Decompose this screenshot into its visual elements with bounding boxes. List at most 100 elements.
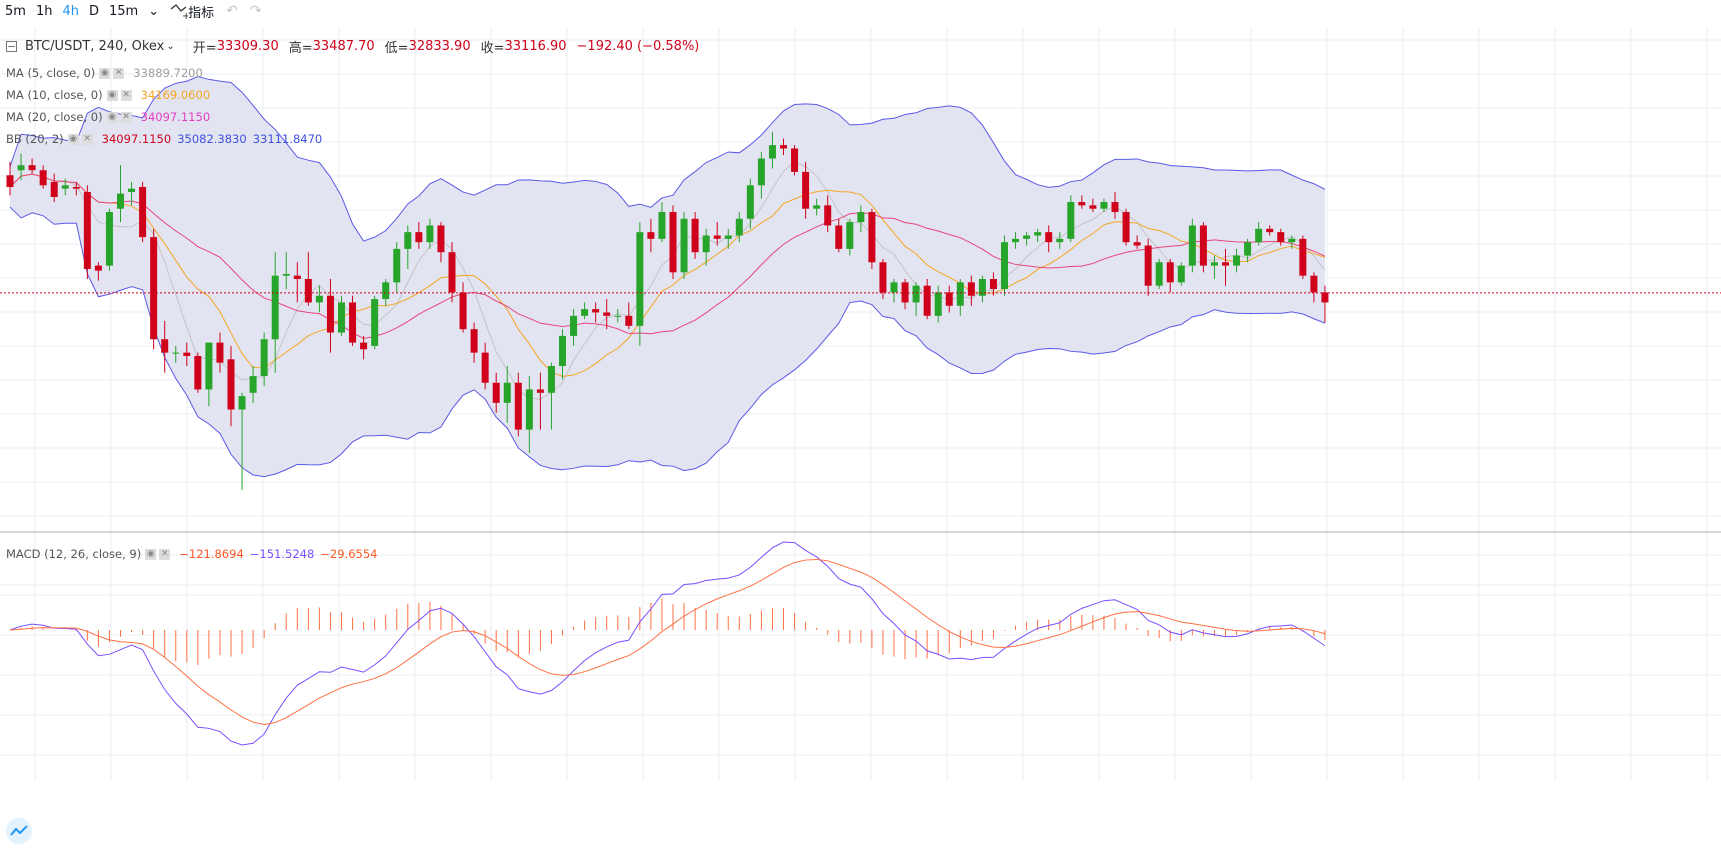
low-value: 32833.90 [408, 39, 471, 54]
timeframe-15m[interactable]: 15m [108, 3, 139, 19]
close-icon[interactable]: ✕ [120, 111, 132, 123]
timeframe-5m[interactable]: 5m [5, 3, 26, 19]
candle [702, 235, 710, 253]
candle [1166, 262, 1174, 283]
low-label: 低= [384, 41, 409, 56]
toolbar: 5m 1h 4h D 15m ⌄ + 指标 ↶ ↷ [0, 0, 1721, 22]
change-value: −192.40 (−0.58%) [576, 39, 700, 54]
undo-icon[interactable]: ↶ [226, 3, 238, 19]
indicator-name[interactable]: MA (10, close, 0) [6, 88, 103, 102]
candle [492, 382, 500, 403]
indicator-name[interactable]: BB (20, 2) [6, 132, 64, 146]
eye-icon[interactable]: ◉ [106, 111, 118, 123]
close-icon[interactable]: ✕ [159, 548, 171, 560]
candle [194, 355, 202, 390]
candle [271, 275, 279, 340]
candle [72, 186, 80, 189]
bollinger-lower-line [9, 206, 1326, 478]
macd-value: −121.8694 [179, 547, 244, 561]
candle [824, 205, 832, 226]
eye-icon[interactable]: ◉ [67, 133, 79, 145]
candle [857, 212, 865, 223]
candle [890, 282, 898, 293]
candle [1155, 262, 1163, 286]
candle [514, 382, 522, 430]
candle [989, 279, 997, 290]
indicators-label: 指标 [188, 5, 215, 21]
symbol-name[interactable]: BTC/USDT, 240, Okex [25, 39, 165, 54]
eye-icon[interactable]: ◉ [106, 89, 118, 101]
candle [1001, 242, 1008, 290]
indicator-value: 33889.7200 [133, 66, 203, 80]
candle [570, 315, 578, 336]
candle [393, 248, 401, 283]
indicator-name[interactable]: MA (5, close, 0) [6, 66, 96, 80]
indicator-value: 34097.1150 [140, 110, 211, 124]
candle [293, 275, 301, 279]
candle [1244, 242, 1252, 256]
candle [1023, 235, 1031, 239]
indicators-button[interactable]: + 指标 [164, 2, 220, 21]
candle [94, 265, 102, 271]
candle [249, 376, 257, 393]
indicator-name[interactable]: MACD (12, 26, close, 9) [6, 547, 142, 561]
chevron-down-icon[interactable]: ⌄ [148, 3, 160, 19]
timeframe-d[interactable]: D [88, 3, 99, 19]
collapse-icon[interactable] [6, 41, 17, 52]
candle [614, 315, 622, 317]
candle [481, 352, 489, 383]
candle [282, 273, 290, 276]
timeframe-4h[interactable]: 4h [62, 3, 79, 19]
candle [117, 193, 124, 209]
signal-value: −151.5248 [249, 547, 315, 561]
indicator-value: 35082.3830 [177, 132, 247, 146]
redo-icon[interactable]: ↷ [249, 3, 262, 19]
candle [1233, 255, 1241, 266]
open-label: 开= [192, 41, 217, 56]
indicator-name[interactable]: MA (20, close, 0) [6, 110, 103, 124]
high-value: 33487.70 [312, 39, 375, 54]
candle [923, 285, 931, 316]
indicator-value: 34169.0600 [140, 88, 211, 102]
candle [216, 342, 224, 363]
bollinger-band-fill [10, 76, 1325, 477]
candle [260, 339, 268, 377]
candle [315, 295, 323, 303]
candle [658, 212, 666, 239]
candle [868, 212, 876, 263]
candle [205, 342, 213, 390]
candle [934, 292, 942, 316]
close-icon[interactable]: ✕ [120, 89, 132, 101]
indicator-legend-ma5: MA (5, close, 0) ◉ ✕ 33889.7200 [6, 66, 203, 80]
close-icon[interactable]: ✕ [81, 133, 93, 145]
candle [172, 352, 180, 354]
candle [713, 235, 721, 239]
candle [61, 185, 69, 189]
candle [802, 171, 810, 209]
ma10-line [9, 173, 1326, 377]
tradingview-logo-icon[interactable] [6, 818, 32, 844]
candle [691, 218, 699, 253]
candle [945, 292, 953, 306]
candle [813, 205, 821, 209]
chevron-down-icon[interactable]: ⌄ [166, 41, 175, 52]
candle [559, 335, 566, 367]
close-icon[interactable]: ✕ [113, 67, 125, 79]
candle [1210, 262, 1218, 266]
timeframe-1h[interactable]: 1h [35, 3, 53, 19]
candle [625, 315, 633, 326]
candle [592, 309, 600, 313]
candle [978, 279, 986, 296]
candle [735, 218, 743, 236]
candle [746, 185, 754, 219]
candle [1255, 228, 1263, 243]
candle [128, 188, 136, 192]
candle [547, 366, 555, 393]
candle [757, 158, 765, 186]
candle [912, 285, 920, 303]
eye-icon[interactable]: ◉ [145, 548, 157, 560]
candle [415, 232, 423, 243]
candle [470, 329, 478, 353]
eye-icon[interactable]: ◉ [99, 67, 111, 79]
